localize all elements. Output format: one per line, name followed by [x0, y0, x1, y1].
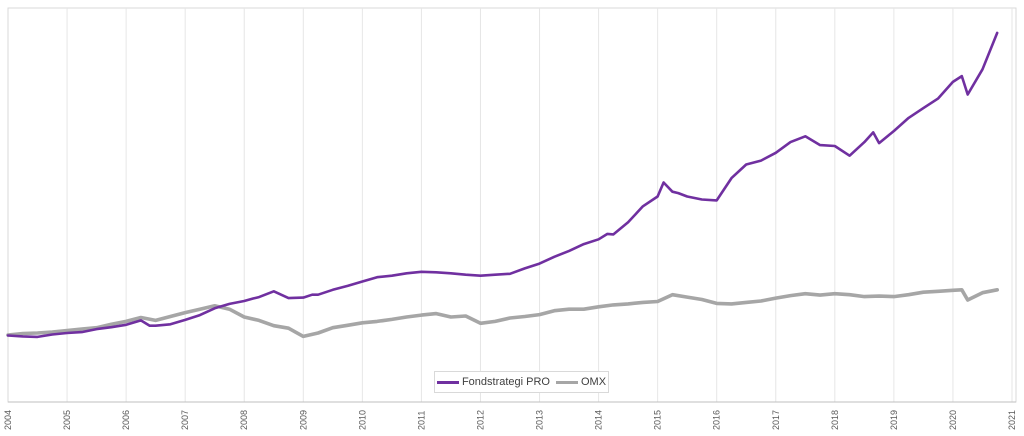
legend-item-omx: OMX	[555, 376, 607, 388]
x-tick-2013: 2013	[535, 410, 545, 430]
x-tick-2018: 2018	[830, 410, 840, 430]
x-tick-2016: 2016	[712, 410, 722, 430]
x-tick-2019: 2019	[889, 410, 899, 430]
legend-swatch-purple	[436, 380, 459, 384]
x-tick-2007: 2007	[180, 410, 190, 430]
x-tick-2005: 2005	[62, 410, 72, 430]
x-tick-2011: 2011	[416, 411, 426, 430]
legend-swatch-gray	[555, 380, 578, 384]
x-tick-2009: 2009	[298, 410, 308, 430]
x-tick-2014: 2014	[594, 410, 604, 430]
legend-label-fondstrategi: Fondstrategi PRO	[461, 376, 550, 388]
series-line-fondstrategi-pro	[6, 31, 999, 339]
x-tick-2008: 2008	[239, 410, 249, 430]
gridlines	[66, 8, 1013, 402]
legend: Fondstrategi PRO OMX	[434, 371, 609, 393]
x-tick-labels: 2004 2005 2006 2007 2008 2009 2010 2011 2012 2013…	[3, 410, 1017, 430]
legend-label-omx: OMX	[580, 376, 607, 388]
x-tick-2020: 2020	[948, 410, 958, 430]
series-lines	[6, 31, 999, 339]
legend-item-fondstrategi: Fondstrategi PRO	[436, 376, 550, 388]
x-tick-2006: 2006	[121, 410, 131, 430]
x-tick-2021: 2021	[1007, 410, 1017, 430]
x-tick-2017: 2017	[771, 410, 781, 430]
series-line-omx	[6, 288, 999, 339]
x-tick-2012: 2012	[475, 410, 485, 430]
plot-area	[7, 7, 1017, 403]
x-tick-2010: 2010	[357, 410, 367, 430]
x-tick-2015: 2015	[653, 410, 663, 430]
x-tick-2004: 2004	[3, 410, 13, 430]
